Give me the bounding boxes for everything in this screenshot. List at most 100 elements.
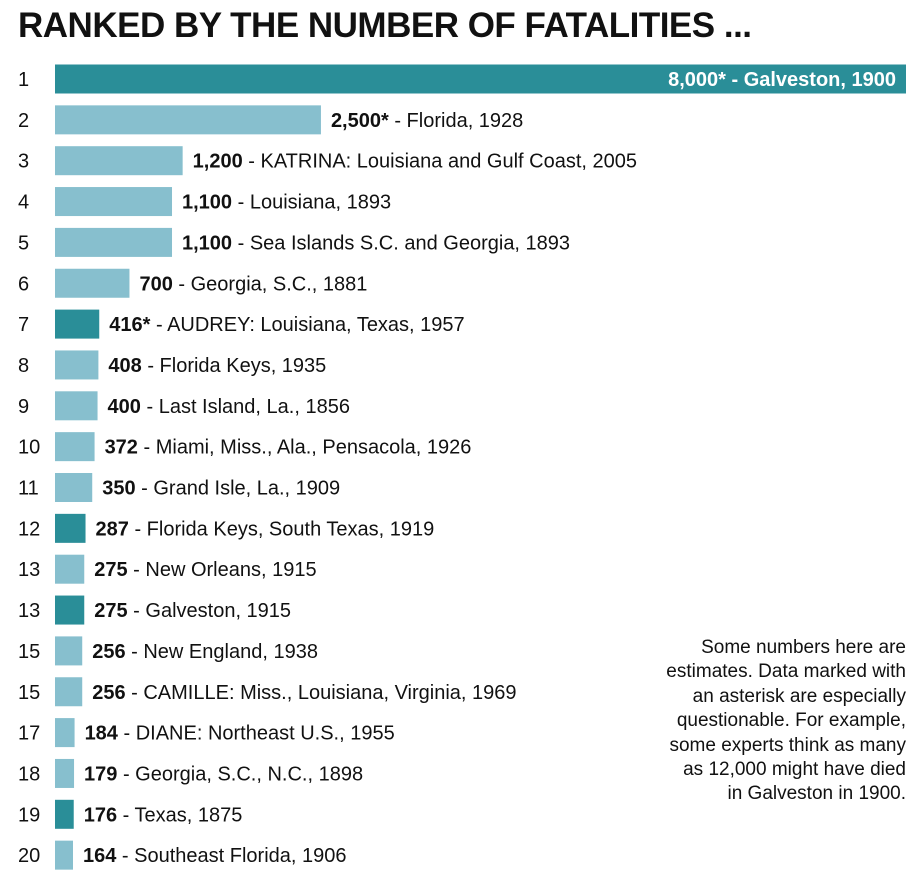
value-text: 176 (84, 804, 117, 826)
value-text: 400 (108, 396, 141, 418)
rank-label: 13 (18, 559, 40, 581)
description-text: - Georgia, S.C., N.C., 1898 (117, 763, 363, 785)
rank-label: 20 (18, 845, 40, 867)
bar (55, 105, 321, 135)
bar (55, 391, 98, 421)
data-label: 184 - DIANE: Northeast U.S., 1955 (85, 723, 395, 745)
bar (55, 227, 173, 257)
data-label: 275 - Galveston, 1915 (94, 600, 291, 622)
rank-label: 8 (18, 355, 29, 377)
rank-label: 17 (18, 723, 40, 745)
rank-label: 7 (18, 314, 29, 336)
description-text: - DIANE: Northeast U.S., 1955 (118, 723, 395, 745)
bar (55, 758, 75, 788)
description-text: - KATRINA: Louisiana and Gulf Coast, 200… (243, 151, 637, 173)
bar (55, 636, 83, 666)
bar (55, 554, 85, 584)
description-text: - Galveston, 1900 (726, 69, 896, 91)
bar (55, 146, 183, 176)
value-text: 2,500* (331, 110, 389, 132)
rank-label: 9 (18, 396, 29, 418)
rank-label: 6 (18, 273, 29, 295)
rank-label: 19 (18, 804, 40, 826)
value-text: 179 (84, 763, 117, 785)
description-text: - Florida Keys, South Texas, 1919 (129, 518, 434, 540)
footnote: Some numbers here are estimates. Data ma… (666, 637, 906, 805)
description-text: - AUDREY: Louisiana, Texas, 1957 (150, 314, 464, 336)
bar (55, 677, 83, 707)
rank-label: 4 (18, 192, 29, 214)
description-text: - New Orleans, 1915 (128, 559, 317, 581)
data-label: 287 - Florida Keys, South Texas, 1919 (96, 518, 435, 540)
value-text: 184 (85, 723, 119, 745)
bar (55, 799, 74, 829)
data-label: 408 - Florida Keys, 1935 (108, 355, 326, 377)
data-label: 1,200 - KATRINA: Louisiana and Gulf Coas… (193, 151, 637, 173)
value-text: 350 (102, 478, 135, 500)
description-text: - Last Island, La., 1856 (141, 396, 350, 418)
data-label: 1,100 - Sea Islands S.C. and Georgia, 18… (182, 232, 570, 254)
data-label: 372 - Miami, Miss., Ala., Pensacola, 192… (105, 437, 472, 459)
description-text: - Texas, 1875 (117, 804, 242, 826)
data-label: 700 - Georgia, S.C., 1881 (139, 273, 367, 295)
rank-label: 12 (18, 518, 40, 540)
rank-label: 11 (18, 478, 39, 500)
description-text: - Louisiana, 1893 (232, 192, 391, 214)
data-label: 1,100 - Louisiana, 1893 (182, 192, 391, 214)
description-text: - Georgia, S.C., 1881 (173, 273, 368, 295)
value-text: 256 (92, 641, 125, 663)
rank-label: 1 (18, 69, 29, 91)
bar (55, 473, 93, 502)
rank-label: 15 (18, 682, 40, 704)
value-text: 700 (139, 273, 172, 295)
description-text: - Miami, Miss., Ala., Pensacola, 1926 (138, 437, 471, 459)
value-text: 372 (105, 437, 138, 459)
description-text: - Florida Keys, 1935 (142, 355, 327, 377)
rank-label: 5 (18, 232, 29, 254)
data-label: 256 - CAMILLE: Miss., Louisiana, Virgini… (92, 682, 516, 704)
data-label: 256 - New England, 1938 (92, 641, 318, 663)
value-text: 164 (83, 845, 117, 867)
data-label: 179 - Georgia, S.C., N.C., 1898 (84, 763, 363, 785)
rank-label: 10 (18, 437, 40, 459)
description-text: - Southeast Florida, 1906 (116, 845, 346, 867)
value-text: 8,000* (668, 69, 726, 91)
value-text: 287 (96, 518, 129, 540)
bar (55, 350, 99, 380)
value-text: 416* (109, 314, 150, 336)
data-label: 416* - AUDREY: Louisiana, Texas, 1957 (109, 314, 464, 336)
description-text: - CAMILLE: Miss., Louisiana, Virginia, 1… (126, 682, 517, 704)
description-text: - Grand Isle, La., 1909 (136, 478, 341, 500)
bar (55, 595, 85, 625)
data-label: 8,000* - Galveston, 1900 (668, 69, 896, 91)
description-text: - Sea Islands S.C. and Georgia, 1893 (232, 232, 570, 254)
bar (55, 309, 100, 339)
value-text: 408 (108, 355, 141, 377)
data-label: 176 - Texas, 1875 (84, 804, 243, 826)
bar (55, 432, 95, 462)
rank-label: 15 (18, 641, 40, 663)
value-text: 275 (94, 600, 127, 622)
value-text: 1,200 (193, 151, 243, 173)
data-label: 2,500* - Florida, 1928 (331, 110, 523, 132)
bar (55, 718, 75, 748)
rank-label: 13 (18, 600, 40, 622)
rank-label: 3 (18, 151, 29, 173)
data-label: 164 - Southeast Florida, 1906 (83, 845, 347, 867)
data-label: 350 - Grand Isle, La., 1909 (102, 478, 340, 500)
bar (55, 268, 130, 298)
rank-label: 2 (18, 110, 29, 132)
value-text: 1,100 (182, 232, 232, 254)
bar (55, 513, 86, 543)
chart-title: RANKED BY THE NUMBER OF FATALITIES ... (18, 6, 752, 45)
rank-label: 18 (18, 763, 40, 785)
description-text: - New England, 1938 (126, 641, 318, 663)
description-text: - Galveston, 1915 (128, 600, 291, 622)
data-label: 400 - Last Island, La., 1856 (108, 396, 350, 418)
bar (55, 840, 73, 870)
bar (55, 187, 173, 217)
value-text: 256 (92, 682, 125, 704)
bar (55, 64, 906, 94)
data-label: 275 - New Orleans, 1915 (94, 559, 316, 581)
